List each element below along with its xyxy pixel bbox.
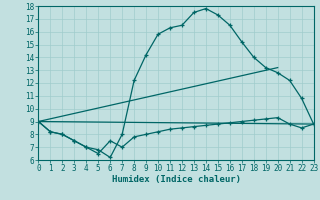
X-axis label: Humidex (Indice chaleur): Humidex (Indice chaleur) <box>111 175 241 184</box>
